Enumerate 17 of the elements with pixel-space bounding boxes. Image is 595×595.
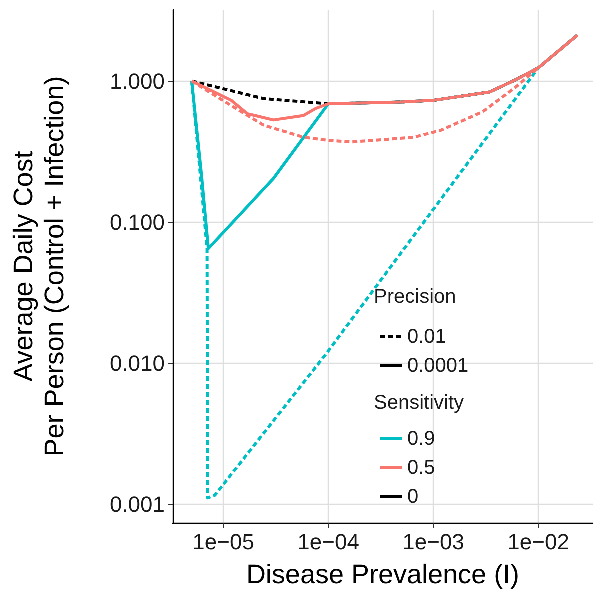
legend-label: 0: [408, 486, 419, 508]
legend-label: 0.9: [408, 428, 436, 450]
annotation: Sensitivity: [374, 392, 464, 414]
x-tick-label: 1e−05: [192, 530, 254, 554]
legend-title: Precision: [374, 286, 456, 308]
y-tick-label: 0.010: [110, 350, 165, 376]
legend-label: 0.01: [408, 326, 446, 348]
x-tick-label: 1e−04: [298, 530, 360, 554]
legend-label: 0.5: [408, 457, 436, 479]
legend-label: 0.0001: [408, 355, 469, 377]
y-axis-title: Average Daily Cost Per Person (Control + Infection): [8, 76, 70, 457]
x-axis-title: Disease Prevalence (I): [246, 560, 520, 590]
y-tick-label: 0.001: [110, 492, 165, 518]
x-tick-label: 1e−03: [402, 530, 464, 554]
x-tick-label: 1e−02: [508, 530, 570, 554]
y-tick-label: 1.000: [110, 68, 165, 94]
y-tick-label: 0.100: [110, 210, 165, 235]
